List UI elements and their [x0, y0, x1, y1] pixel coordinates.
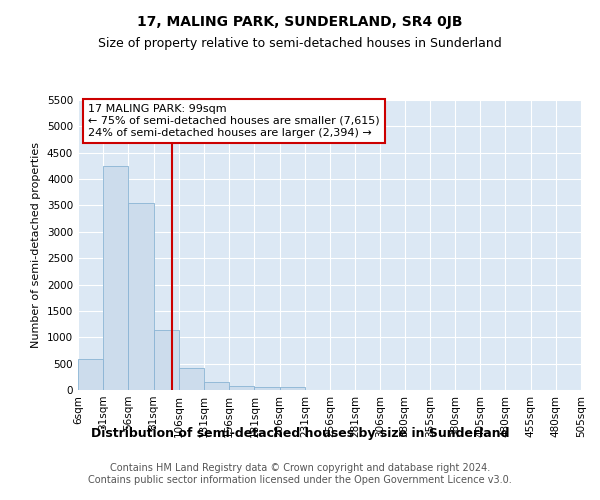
Text: Size of property relative to semi-detached houses in Sunderland: Size of property relative to semi-detach… — [98, 38, 502, 51]
Bar — [280, 387, 305, 390]
Text: Distribution of semi-detached houses by size in Sunderland: Distribution of semi-detached houses by … — [91, 428, 509, 440]
Bar — [78, 360, 103, 390]
Bar — [179, 368, 204, 390]
Bar — [254, 387, 280, 390]
Y-axis label: Number of semi-detached properties: Number of semi-detached properties — [31, 142, 41, 348]
Text: 17 MALING PARK: 99sqm
← 75% of semi-detached houses are smaller (7,615)
24% of s: 17 MALING PARK: 99sqm ← 75% of semi-deta… — [88, 104, 380, 138]
Bar — [204, 382, 229, 390]
Bar — [103, 166, 128, 390]
Bar — [128, 204, 154, 390]
Bar — [229, 386, 254, 390]
Text: 17, MALING PARK, SUNDERLAND, SR4 0JB: 17, MALING PARK, SUNDERLAND, SR4 0JB — [137, 15, 463, 29]
Text: Contains HM Land Registry data © Crown copyright and database right 2024.
Contai: Contains HM Land Registry data © Crown c… — [88, 464, 512, 485]
Bar — [154, 330, 179, 390]
